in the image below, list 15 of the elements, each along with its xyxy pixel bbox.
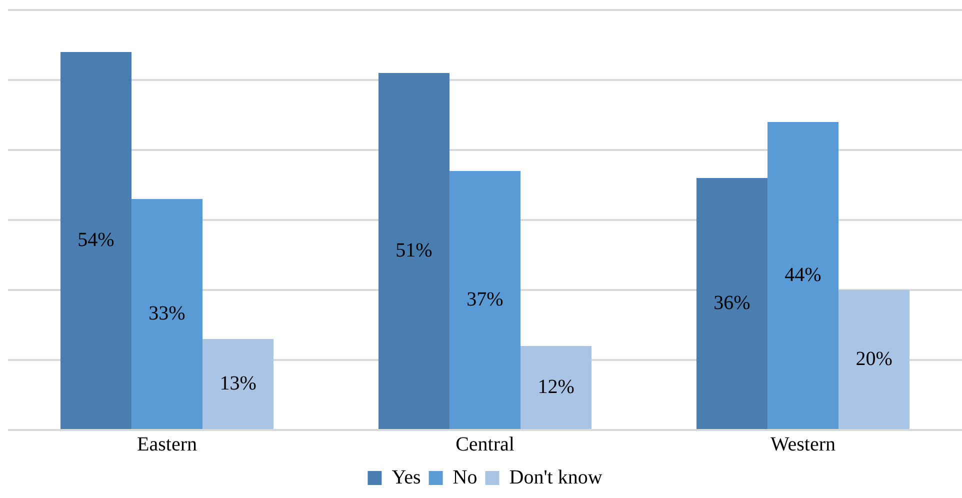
data-label: 33% [148, 302, 186, 324]
data-label: 13% [220, 372, 256, 394]
data-label: 54% [78, 228, 114, 251]
legend-label: Yes [392, 466, 422, 488]
x-tick-label: Eastern [137, 433, 197, 456]
data-label: 44% [784, 264, 822, 286]
legend-label: No [452, 466, 478, 488]
legend-label: Don't know [509, 466, 603, 488]
x-tick-label: Western [770, 433, 836, 456]
x-tick-label: Central [456, 433, 515, 456]
data-label: 12% [538, 376, 574, 398]
data-label: 51% [396, 239, 432, 262]
data-label: 36% [714, 292, 750, 314]
data-label: 20% [856, 348, 892, 370]
data-label: 37% [466, 288, 504, 310]
